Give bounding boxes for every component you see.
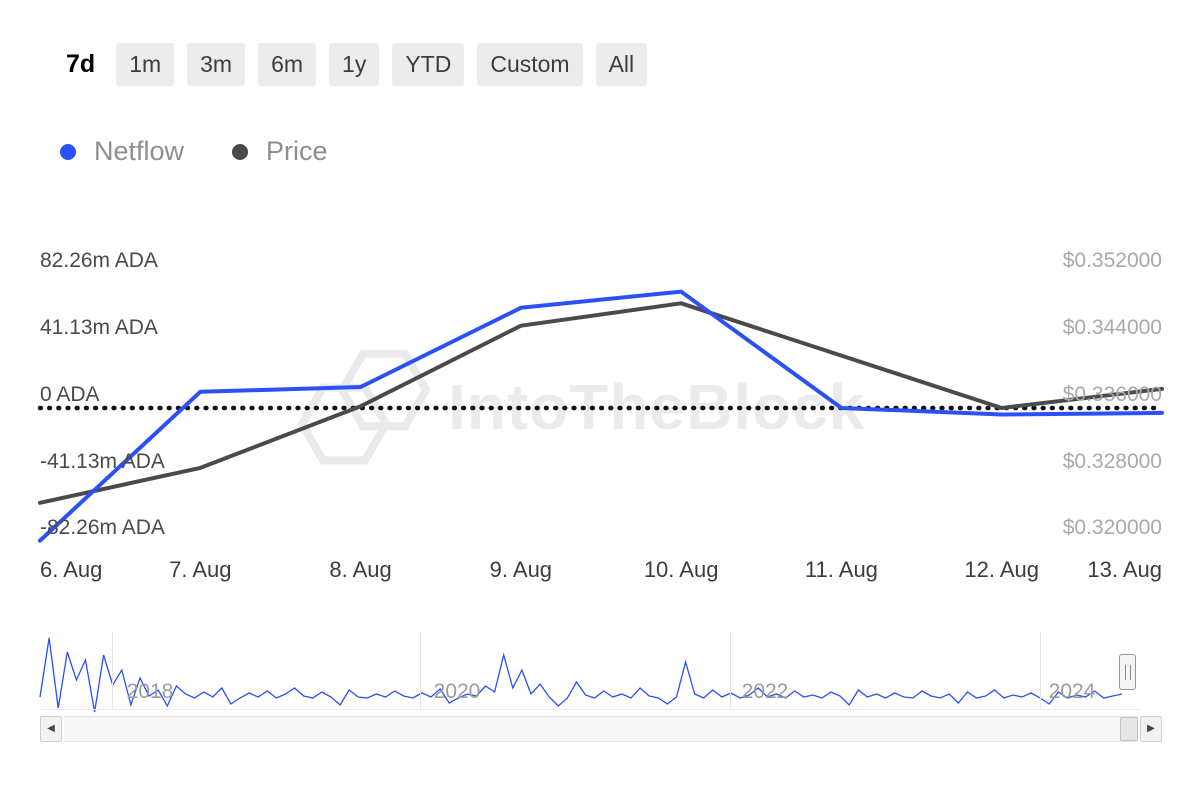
scroll-left-icon: ◀ bbox=[47, 723, 55, 734]
navigator-handle-grip-icon bbox=[1124, 664, 1131, 680]
price-axis-label-4: $0.320000 bbox=[1062, 516, 1162, 539]
range-button-3m[interactable]: 3m bbox=[187, 43, 246, 87]
x-axis-label-6: 12. Aug bbox=[964, 557, 1040, 582]
navigator-series bbox=[39, 637, 1123, 713]
price-legend-dot-icon bbox=[232, 143, 249, 160]
x-axis-label-5: 11. Aug bbox=[804, 557, 878, 582]
navigator-year-label-2: 2022 bbox=[741, 680, 789, 703]
scrollbar: ◀ ▶ bbox=[40, 716, 1162, 742]
navigator-year-label-1: 2020 bbox=[433, 680, 481, 703]
navigator-handle[interactable] bbox=[1119, 654, 1136, 690]
scrollbar-track[interactable] bbox=[64, 716, 1138, 742]
scroll-right-icon: ▶ bbox=[1147, 723, 1155, 734]
x-axis-label-1: 7. Aug bbox=[169, 557, 232, 582]
range-button-ytd[interactable]: YTD bbox=[392, 43, 465, 87]
navigator[interactable]: 2018 2020 2022 2024 bbox=[40, 632, 1140, 710]
x-axis-label-2: 8. Aug bbox=[329, 557, 392, 582]
navigator-gridline bbox=[112, 632, 113, 710]
scrollbar-left-button[interactable]: ◀ bbox=[40, 716, 62, 742]
price-axis-label-1: $0.344000 bbox=[1062, 316, 1162, 339]
price-axis-label-3: $0.328000 bbox=[1062, 450, 1162, 473]
range-selector: 7d 1m 3m 6m 1y YTD Custom All bbox=[64, 42, 648, 88]
navigator-gridline bbox=[420, 632, 421, 710]
x-axis-label-7: 13. Aug bbox=[1087, 557, 1162, 582]
legend: Netflow Price bbox=[60, 136, 328, 167]
x-axis-label-4: 10. Aug bbox=[643, 557, 719, 582]
range-button-custom[interactable]: Custom bbox=[477, 43, 583, 87]
legend-item-price[interactable]: Price bbox=[232, 136, 328, 167]
x-axis-label-3: 9. Aug bbox=[489, 557, 553, 582]
navigator-year-label-3: 2024 bbox=[1048, 680, 1096, 703]
legend-label-price: Price bbox=[266, 136, 328, 166]
price-axis-label-2: $0.336000 bbox=[1062, 383, 1162, 406]
netflow-legend-dot-icon bbox=[60, 143, 76, 160]
netflow-axis-label-4: -82.26m ADA bbox=[40, 516, 165, 539]
scrollbar-right-button[interactable]: ▶ bbox=[1140, 716, 1162, 742]
range-button-7d[interactable]: 7d bbox=[64, 42, 97, 88]
legend-label-netflow: Netflow bbox=[94, 136, 185, 166]
scrollbar-thumb[interactable] bbox=[1120, 717, 1138, 741]
netflow-line[interactable] bbox=[38, 289, 1164, 543]
navigator-gridline bbox=[1040, 632, 1041, 710]
navigator-year-label-0: 2018 bbox=[126, 680, 174, 703]
range-button-6m[interactable]: 6m bbox=[258, 43, 317, 87]
netflow-axis-label-0: 82.26m ADA bbox=[40, 249, 158, 272]
legend-item-netflow[interactable]: Netflow bbox=[60, 136, 184, 167]
price-axis-label-0: $0.352000 bbox=[1062, 249, 1162, 272]
netflow-axis-label-2: 0 ADA bbox=[40, 383, 100, 406]
x-axis-label-0: 6. Aug bbox=[40, 557, 103, 582]
range-button-1m[interactable]: 1m bbox=[116, 43, 175, 87]
netflow-axis-label-1: 41.13m ADA bbox=[40, 316, 158, 339]
navigator-gridline bbox=[730, 632, 731, 710]
range-button-all[interactable]: All bbox=[595, 43, 648, 87]
range-button-1y[interactable]: 1y bbox=[329, 43, 380, 87]
price-line[interactable] bbox=[38, 301, 1164, 505]
netflow-axis-label-3: -41.13m ADA bbox=[40, 450, 165, 473]
